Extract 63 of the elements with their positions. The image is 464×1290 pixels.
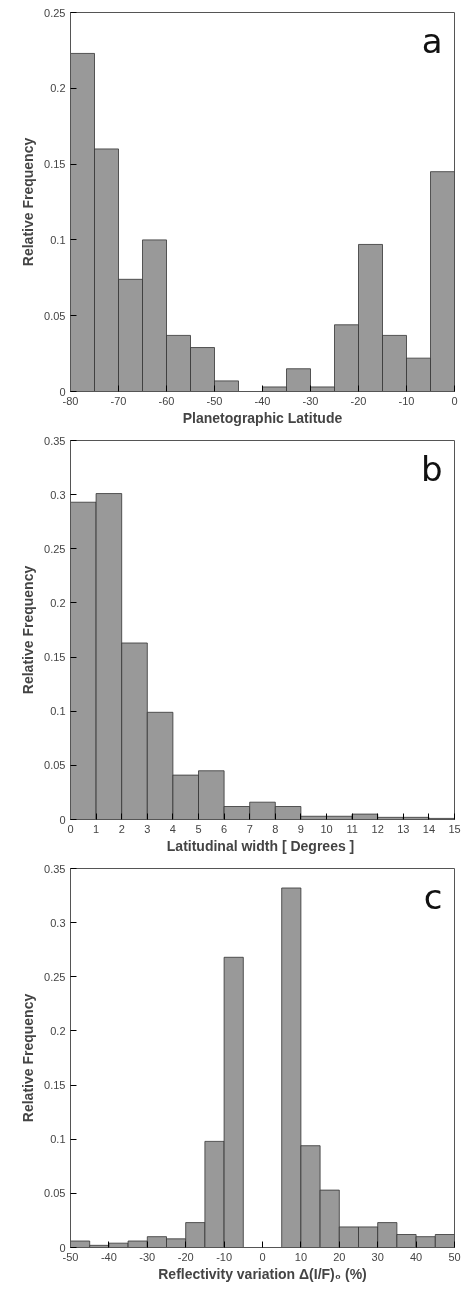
- x-tick-label: 20: [333, 1250, 346, 1263]
- x-tick-label: -10: [216, 1250, 233, 1263]
- y-tick-label: 0.2: [50, 82, 66, 95]
- y-axis-title: Relative Frequency: [20, 137, 37, 267]
- y-tick-label: 0.1: [50, 1133, 66, 1146]
- y-tick-label: 0.25: [44, 6, 66, 19]
- y-tick-label: 0.05: [44, 1187, 66, 1200]
- x-tick-label: 12: [371, 822, 384, 835]
- x-tick-label: 3: [144, 822, 151, 835]
- annotation: a: [421, 20, 443, 61]
- x-tick-label: -30: [302, 394, 319, 407]
- x-tick-label: 0: [259, 1250, 266, 1263]
- y-tick-label: 0.25: [44, 542, 66, 555]
- x-tick-label: -30: [139, 1250, 156, 1263]
- x-tick-label: 8: [272, 822, 279, 835]
- x-tick-label: 10: [294, 1250, 308, 1263]
- y-tick-label: 0.05: [44, 759, 66, 772]
- x-tick-label: -40: [100, 1250, 117, 1263]
- x-tick-label: 14: [422, 822, 436, 835]
- y-tick-label: 0.25: [44, 970, 66, 983]
- y-tick-label: 0.3: [50, 916, 66, 929]
- x-tick-label: 7: [246, 822, 253, 835]
- y-tick-label: 0.2: [50, 596, 66, 609]
- x-axis-title: Planetographic Latitude: [182, 409, 343, 426]
- x-tick-label: -10: [398, 394, 415, 407]
- annotation: c: [423, 876, 443, 917]
- x-tick-label: 4: [169, 822, 176, 835]
- x-tick-label: 9: [297, 822, 304, 835]
- x-tick-label: 30: [371, 1250, 384, 1263]
- y-tick-label: 0.2: [50, 1024, 66, 1037]
- y-tick-label: 0.15: [44, 158, 66, 171]
- x-axis-title: Latitudinal width [ Degrees ]: [166, 837, 355, 854]
- x-tick-label: -50: [206, 394, 223, 407]
- x-tick-label: -40: [254, 394, 271, 407]
- x-tick-label: -60: [158, 394, 175, 407]
- x-tick-label: -70: [110, 394, 127, 407]
- y-tick-label: 0.15: [44, 1079, 66, 1092]
- y-axis-title: Relative Frequency: [20, 993, 37, 1123]
- x-tick-label: 10: [320, 822, 333, 835]
- x-axis-title: Reflectivity variation Δ(I/F)₀ (%): [158, 1265, 367, 1282]
- y-tick-label: 0.3: [50, 488, 66, 501]
- x-tick-label: 15: [448, 822, 461, 835]
- x-tick-label: 50: [448, 1250, 461, 1263]
- y-tick-label: 0.1: [50, 705, 66, 718]
- y-tick-label: 0.1: [50, 233, 66, 246]
- x-tick-label: -20: [350, 394, 367, 407]
- y-tick-label: 0: [59, 813, 66, 826]
- x-tick-label: 11: [346, 822, 358, 835]
- x-tick-label: 6: [221, 822, 228, 835]
- x-tick-label: 2: [118, 822, 125, 835]
- x-tick-label: 0: [67, 822, 74, 835]
- x-tick-label: -20: [177, 1250, 194, 1263]
- x-tick-label: 5: [195, 822, 202, 835]
- x-tick-label: 40: [409, 1250, 423, 1263]
- x-tick-label: 0: [451, 394, 458, 407]
- y-tick-label: 0.15: [44, 651, 66, 664]
- x-tick-label: 1: [93, 822, 100, 835]
- y-tick-label: 0.35: [44, 434, 66, 447]
- y-tick-label: 0.05: [44, 309, 66, 322]
- y-tick-label: 0.35: [44, 862, 66, 875]
- y-axis-title: Relative Frequency: [20, 565, 37, 695]
- x-tick-label: 13: [397, 822, 410, 835]
- annotation: b: [420, 448, 443, 489]
